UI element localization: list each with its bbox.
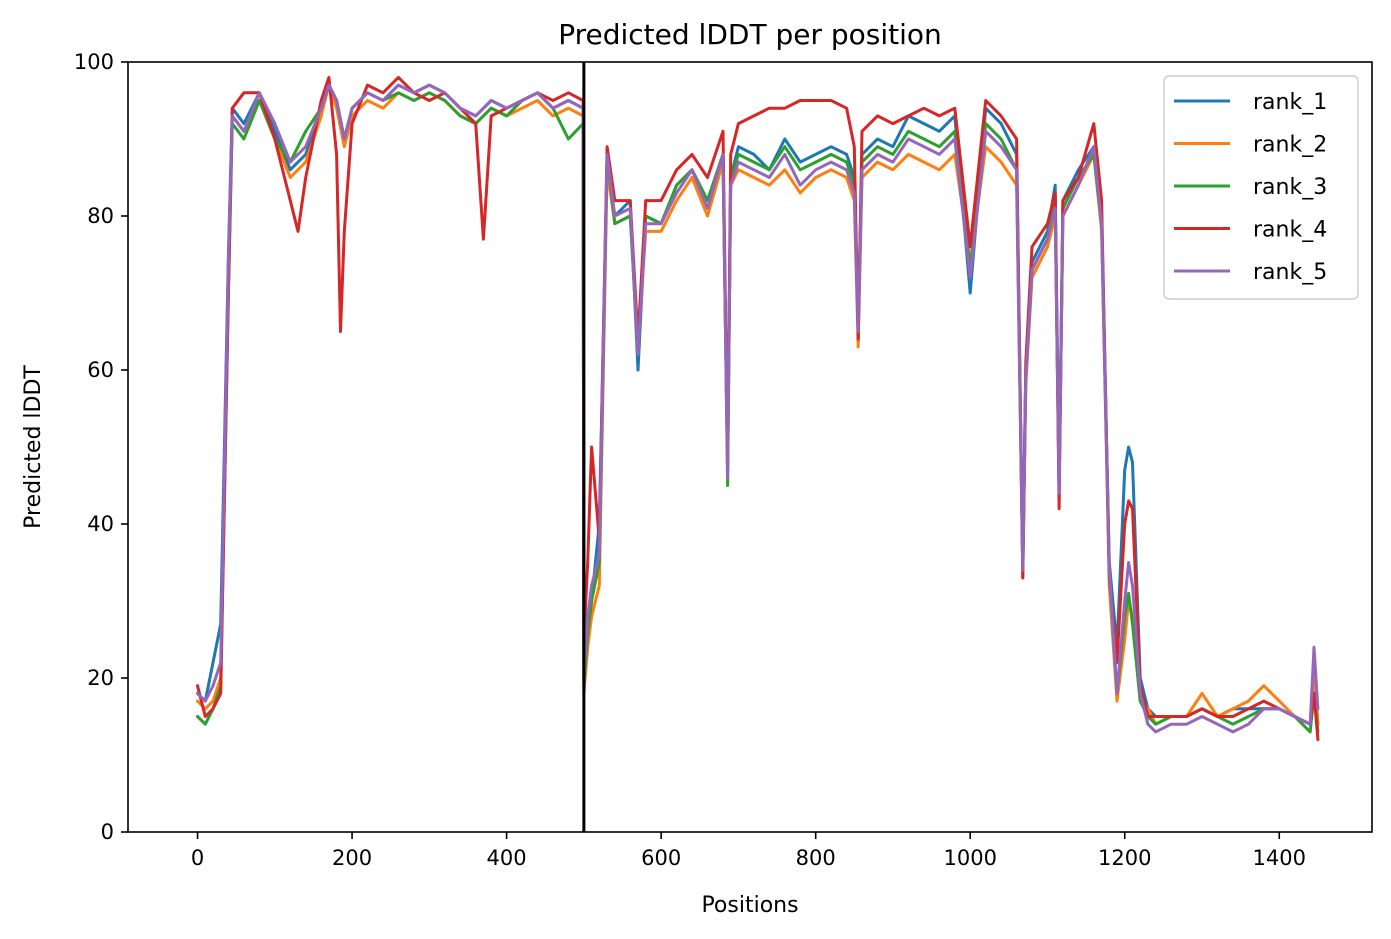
y-tick-label: 40 [87,512,114,536]
y-tick-label: 20 [87,666,114,690]
x-tick-label: 1000 [943,846,996,870]
x-tick-label: 0 [191,846,204,870]
series-layer [196,75,1320,742]
x-tick-label: 1200 [1098,846,1151,870]
legend-label-rank_4: rank_4 [1253,218,1327,243]
series-line-rank_3 [196,83,1320,734]
x-axis-ticks: 0 200 400 600 800 1000 1200 1400 [191,832,1306,870]
series-line-rank_5 [196,83,1320,734]
x-axis-label: Positions [701,893,798,918]
legend-label-rank_5: rank_5 [1253,260,1327,285]
x-tick-label: 400 [487,846,527,870]
y-tick-label: 100 [74,50,114,74]
x-tick-label: 200 [332,846,372,870]
legend: rank_1 rank_2 rank_3 rank_4 rank_5 [1163,75,1359,300]
y-tick-label: 60 [87,358,114,382]
plot-frame [127,61,1373,833]
x-tick-label: 800 [796,846,836,870]
legend-label-rank_1: rank_1 [1253,90,1327,115]
y-tick-label: 0 [101,820,114,844]
legend-label-rank_3: rank_3 [1253,175,1327,200]
y-axis-ticks: 0 20 40 60 80 100 [74,50,128,844]
x-tick-label: 1400 [1253,846,1306,870]
series-line-rank_2 [196,83,1320,726]
chart-title: Predicted lDDT per position [558,18,942,51]
legend-label-rank_2: rank_2 [1253,133,1327,158]
series-line-rank_4 [196,75,1320,742]
x-tick-label: 600 [641,846,681,870]
y-tick-label: 80 [87,204,114,228]
legend-box [1163,75,1359,300]
y-axis-label: Predicted lDDT [21,365,46,529]
